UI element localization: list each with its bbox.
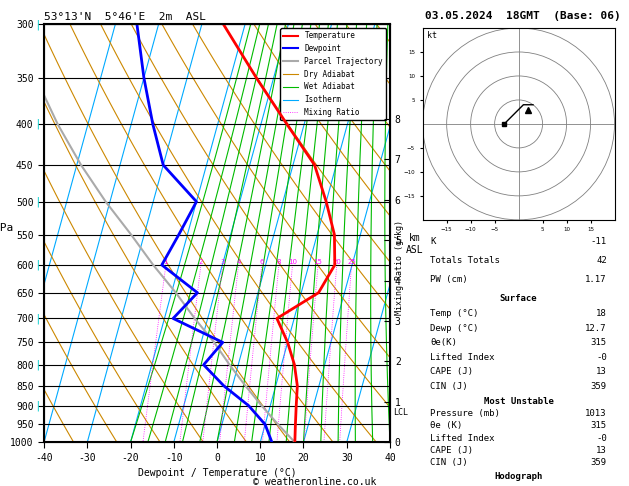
Text: CIN (J): CIN (J) <box>430 458 468 468</box>
Text: K: K <box>430 237 436 246</box>
Text: |: | <box>34 360 41 370</box>
Text: CAPE (J): CAPE (J) <box>430 367 474 376</box>
Text: 2: 2 <box>199 259 203 265</box>
Text: Pressure (mb): Pressure (mb) <box>430 409 500 418</box>
Text: Most Unstable: Most Unstable <box>484 397 554 406</box>
Text: |: | <box>34 119 41 129</box>
Text: |: | <box>34 260 41 270</box>
Text: Temp (°C): Temp (°C) <box>430 309 479 318</box>
Text: 42: 42 <box>596 256 607 265</box>
Text: 12.7: 12.7 <box>586 324 607 332</box>
Text: CAPE (J): CAPE (J) <box>430 446 474 455</box>
Text: Mixing Ratio (g/kg): Mixing Ratio (g/kg) <box>395 220 404 315</box>
Text: |: | <box>34 196 41 207</box>
Text: 03.05.2024  18GMT  (Base: 06): 03.05.2024 18GMT (Base: 06) <box>425 11 620 21</box>
Text: 13: 13 <box>596 367 607 376</box>
Text: LCL: LCL <box>394 408 408 417</box>
Text: 315: 315 <box>591 338 607 347</box>
Text: -0: -0 <box>596 353 607 362</box>
Text: PW (cm): PW (cm) <box>430 275 468 284</box>
Text: CIN (J): CIN (J) <box>430 382 468 391</box>
Text: 1013: 1013 <box>586 409 607 418</box>
Text: 315: 315 <box>591 421 607 431</box>
Text: 8: 8 <box>277 259 281 265</box>
Text: |: | <box>34 400 41 411</box>
Text: -0: -0 <box>596 434 607 443</box>
Text: 18: 18 <box>596 309 607 318</box>
Text: 3: 3 <box>220 259 225 265</box>
Y-axis label: hPa: hPa <box>0 223 13 233</box>
Text: Hodograph: Hodograph <box>494 472 543 481</box>
Text: 15: 15 <box>314 259 323 265</box>
Text: 20: 20 <box>332 259 341 265</box>
Text: 25: 25 <box>347 259 356 265</box>
Text: θe(K): θe(K) <box>430 338 457 347</box>
Text: Totals Totals: Totals Totals <box>430 256 500 265</box>
Text: |: | <box>34 19 41 30</box>
Legend: Temperature, Dewpoint, Parcel Trajectory, Dry Adiabat, Wet Adiabat, Isotherm, Mi: Temperature, Dewpoint, Parcel Trajectory… <box>280 28 386 120</box>
Text: © weatheronline.co.uk: © weatheronline.co.uk <box>253 477 376 486</box>
Text: 4: 4 <box>237 259 241 265</box>
Text: Surface: Surface <box>500 295 537 303</box>
Text: 6: 6 <box>260 259 264 265</box>
Text: -11: -11 <box>591 237 607 246</box>
Y-axis label: km
ASL: km ASL <box>406 233 423 255</box>
Text: Lifted Index: Lifted Index <box>430 434 495 443</box>
Text: 10: 10 <box>288 259 297 265</box>
Text: Lifted Index: Lifted Index <box>430 353 495 362</box>
Text: 53°13'N  5°46'E  2m  ASL: 53°13'N 5°46'E 2m ASL <box>44 12 206 22</box>
Text: kt: kt <box>426 31 437 39</box>
Text: Dewp (°C): Dewp (°C) <box>430 324 479 332</box>
Text: 1.17: 1.17 <box>586 275 607 284</box>
Text: 1: 1 <box>164 259 168 265</box>
X-axis label: Dewpoint / Temperature (°C): Dewpoint / Temperature (°C) <box>138 468 296 478</box>
Text: 13: 13 <box>596 446 607 455</box>
Text: 359: 359 <box>591 382 607 391</box>
Text: 359: 359 <box>591 458 607 468</box>
Text: θe (K): θe (K) <box>430 421 462 431</box>
Text: |: | <box>34 313 41 324</box>
